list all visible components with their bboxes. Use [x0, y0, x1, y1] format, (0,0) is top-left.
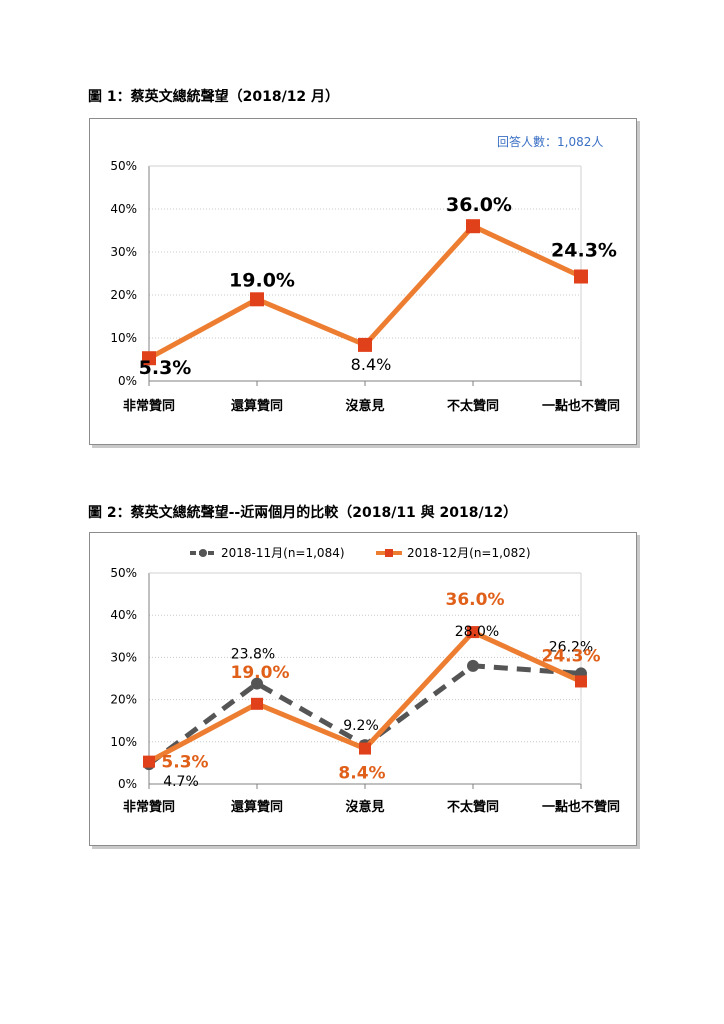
category-label: 非常贊同	[123, 398, 175, 414]
data-label: 36.0%	[446, 194, 512, 216]
category-label: 還算贊同	[231, 398, 283, 414]
data-point-marker-nov	[251, 677, 263, 690]
data-label: 8.4%	[351, 355, 392, 374]
figure1-title: 圖 1：蔡英文總統聲望（2018/12 月）	[88, 89, 340, 105]
category-label: 沒意見	[345, 398, 384, 414]
data-point-marker-dec	[359, 742, 371, 755]
data-label: 24.3%	[551, 240, 617, 262]
data-point-marker-dec	[251, 697, 263, 710]
data-label-nov: 28.0%	[455, 624, 499, 640]
y-tick-label: 30%	[110, 245, 137, 259]
y-tick-label: 50%	[110, 159, 137, 173]
category-label: 不太贊同	[447, 398, 499, 414]
data-label-nov: 4.7%	[163, 774, 199, 790]
y-tick-label: 10%	[110, 735, 137, 749]
data-label-dec: 24.3%	[542, 646, 601, 666]
data-label-dec: 19.0%	[231, 663, 290, 683]
category-label: 一點也不贊同	[542, 398, 620, 414]
data-point-marker	[142, 351, 156, 366]
data-label: 19.0%	[229, 269, 295, 291]
y-tick-label: 50%	[110, 566, 137, 580]
y-tick-label: 20%	[110, 693, 137, 707]
data-label-dec: 8.4%	[338, 764, 385, 784]
data-point-marker-dec	[143, 755, 155, 768]
y-tick-label: 20%	[110, 288, 137, 302]
data-label-dec: 36.0%	[446, 590, 505, 610]
y-tick-label: 0%	[118, 374, 137, 388]
data-point-marker	[250, 292, 264, 307]
respondents-note: 回答人數：1,082人	[497, 135, 604, 149]
y-tick-label: 40%	[110, 202, 137, 216]
data-point-marker	[466, 219, 480, 234]
legend-marker-dec	[385, 549, 393, 557]
legend-marker-nov	[199, 549, 207, 557]
figure2-title: 圖 2：蔡英文總統聲望--近兩個月的比較（2018/11 與 2018/12）	[88, 505, 518, 521]
data-label-nov: 23.8%	[231, 647, 275, 663]
category-label: 一點也不贊同	[542, 799, 620, 815]
data-label-dec: 5.3%	[161, 753, 208, 773]
figure1-chart-frame	[89, 118, 637, 445]
y-tick-label: 10%	[110, 331, 137, 345]
data-point-marker-dec	[575, 675, 587, 688]
category-label: 還算贊同	[231, 799, 283, 815]
data-point-marker-nov	[467, 659, 479, 672]
data-point-marker	[358, 337, 372, 352]
y-tick-label: 40%	[110, 608, 137, 622]
data-label: 5.3%	[139, 357, 192, 379]
category-label: 非常贊同	[123, 799, 175, 815]
legend-label-dec: 2018-12月(n=1,082)	[407, 546, 531, 560]
data-label-nov: 9.2%	[343, 718, 379, 734]
y-tick-label: 0%	[118, 777, 137, 791]
figure2-chart-frame	[89, 532, 637, 846]
y-tick-label: 30%	[110, 650, 137, 664]
category-label: 沒意見	[345, 799, 384, 815]
legend-label-nov: 2018-11月(n=1,084)	[221, 546, 345, 560]
data-point-marker-dec	[467, 626, 479, 639]
category-label: 不太贊同	[447, 799, 499, 815]
data-point-marker	[574, 269, 588, 284]
data-label-nov: 26.2%	[549, 639, 593, 655]
